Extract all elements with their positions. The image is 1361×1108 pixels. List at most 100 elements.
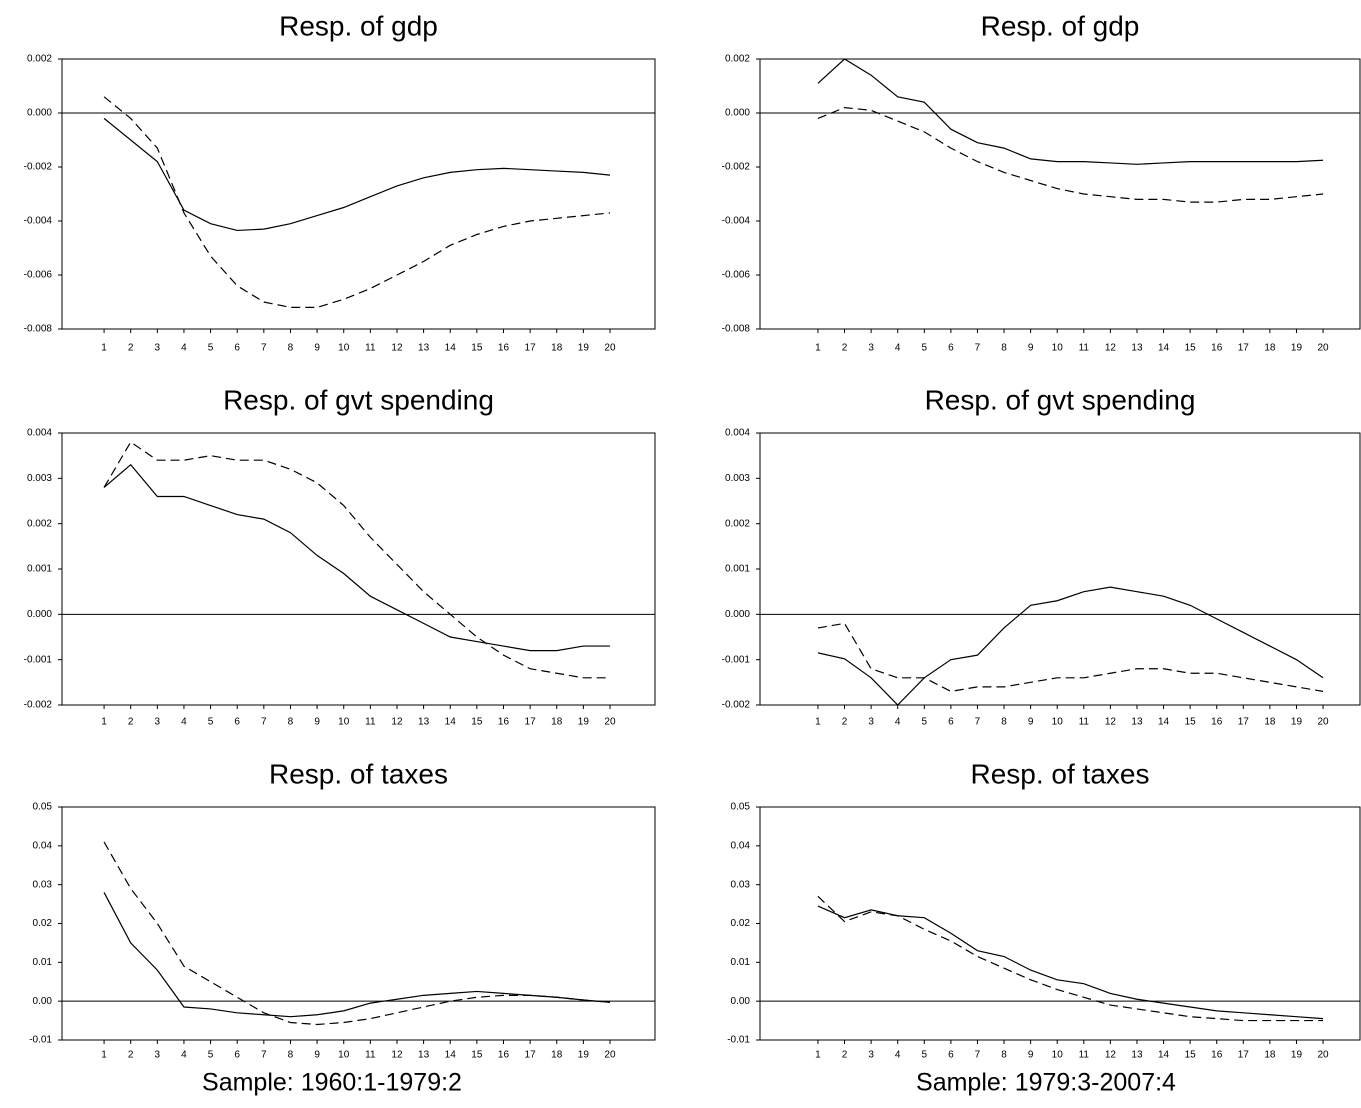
x-tick-label: 5 [208, 343, 214, 354]
x-tick-label: 20 [604, 717, 616, 728]
x-tick-label: 4 [181, 1050, 187, 1061]
y-tick-label: 0.00 [33, 996, 53, 1007]
x-tick-label: 10 [338, 1050, 350, 1061]
x-tick-label: 17 [1238, 343, 1250, 354]
x-tick-label: 13 [418, 1050, 430, 1061]
x-tick-label: 11 [365, 343, 376, 354]
x-tick-label: 15 [471, 343, 483, 354]
x-tick-label: 4 [895, 343, 901, 354]
x-tick-label: 4 [181, 343, 187, 354]
y-tick-label: -0.001 [722, 654, 751, 665]
chart-title: Resp. of gvt spending [223, 384, 494, 415]
series-line [103, 117, 611, 232]
y-tick-label: -0.004 [24, 216, 53, 227]
caption: Sample: 1960:1-1979:2 [202, 1069, 462, 1097]
x-tick-label: 18 [551, 1050, 563, 1061]
x-tick-label: 20 [1317, 1050, 1329, 1061]
x-tick-label: 8 [288, 343, 294, 354]
x-tick-label: 17 [525, 717, 537, 728]
y-tick-label: 0.000 [725, 108, 750, 119]
y-tick-label: 0.004 [27, 428, 52, 439]
y-tick-label: 0.002 [27, 54, 52, 65]
x-tick-label: 6 [234, 717, 240, 728]
x-tick-label: 17 [1238, 717, 1250, 728]
y-tick-label: -0.01 [29, 1035, 52, 1046]
x-tick-label: 2 [842, 1050, 848, 1061]
x-tick-label: 4 [895, 1050, 901, 1061]
y-tick-label: 0.000 [27, 108, 52, 119]
y-tick-label: -0.002 [24, 700, 53, 711]
x-tick-label: 5 [208, 1050, 214, 1061]
x-tick-label: 15 [471, 717, 483, 728]
x-tick-label: 15 [471, 1050, 483, 1061]
x-tick-label: 8 [1001, 1050, 1007, 1061]
x-tick-label: 16 [1211, 1050, 1223, 1061]
x-tick-label: 6 [234, 343, 240, 354]
chart-title: Resp. of taxes [971, 758, 1150, 789]
y-tick-label: 0.01 [33, 957, 53, 968]
x-tick-label: 15 [1185, 1050, 1197, 1061]
x-tick-label: 12 [1105, 343, 1117, 354]
x-tick-label: 13 [1131, 1050, 1143, 1061]
y-tick-label: 0.004 [725, 428, 750, 439]
y-tick-label: 0.00 [731, 996, 751, 1007]
chart-title: Resp. of taxes [269, 758, 448, 789]
x-tick-label: 2 [842, 343, 848, 354]
x-tick-label: 7 [975, 343, 981, 354]
chart-title: Resp. of gvt spending [925, 384, 1196, 415]
x-tick-label: 9 [314, 717, 320, 728]
x-tick-label: 19 [578, 717, 590, 728]
x-tick-label: 12 [1105, 1050, 1117, 1061]
x-tick-label: 18 [1264, 717, 1276, 728]
y-tick-label: 0.03 [33, 879, 53, 890]
x-tick-label: 1 [101, 717, 107, 728]
y-tick-label: 0.001 [27, 564, 52, 575]
x-tick-label: 2 [842, 717, 848, 728]
x-tick-label: 1 [101, 1050, 107, 1061]
y-tick-label: 0.001 [725, 564, 750, 575]
x-tick-label: 12 [1105, 717, 1117, 728]
plot-frame [759, 432, 1361, 706]
x-tick-label: 8 [288, 717, 294, 728]
x-tick-label: 19 [1291, 1050, 1303, 1061]
series-line [103, 841, 611, 1026]
plot-frame [759, 806, 1361, 1041]
series-line [103, 96, 611, 308]
x-tick-label: 3 [868, 343, 874, 354]
y-tick-label: 0.05 [731, 802, 751, 813]
y-tick-label: -0.008 [722, 324, 751, 335]
y-tick-label: 0.02 [731, 918, 751, 929]
x-tick-label: 18 [1264, 1050, 1276, 1061]
y-tick-label: 0.04 [33, 840, 53, 851]
x-tick-label: 1 [101, 343, 107, 354]
x-tick-label: 13 [1131, 717, 1143, 728]
x-tick-label: 9 [1028, 1050, 1034, 1061]
x-tick-label: 5 [922, 1050, 928, 1061]
y-tick-label: 0.02 [33, 918, 53, 929]
series-line [817, 622, 1324, 693]
x-tick-label: 12 [391, 343, 403, 354]
x-tick-label: 17 [525, 343, 537, 354]
x-tick-label: 5 [922, 343, 928, 354]
x-tick-label: 14 [1158, 343, 1170, 354]
x-tick-label: 5 [208, 717, 214, 728]
x-tick-label: 2 [128, 717, 134, 728]
x-tick-label: 2 [128, 1050, 134, 1061]
x-tick-label: 4 [181, 717, 187, 728]
x-tick-label: 11 [365, 717, 376, 728]
x-tick-label: 8 [1001, 717, 1007, 728]
x-tick-label: 14 [1158, 1050, 1170, 1061]
series-line [817, 905, 1324, 1020]
x-tick-label: 3 [868, 1050, 874, 1061]
x-tick-label: 15 [1185, 717, 1197, 728]
caption: Sample: 1979:3-2007:4 [916, 1069, 1176, 1097]
x-tick-label: 19 [1291, 343, 1303, 354]
y-tick-label: -0.008 [24, 324, 53, 335]
y-tick-label: -0.006 [722, 270, 751, 281]
x-tick-label: 19 [1291, 717, 1303, 728]
x-tick-label: 16 [498, 1050, 510, 1061]
y-tick-label: -0.001 [24, 654, 53, 665]
series-line [817, 895, 1324, 1022]
x-tick-label: 7 [261, 1050, 267, 1061]
